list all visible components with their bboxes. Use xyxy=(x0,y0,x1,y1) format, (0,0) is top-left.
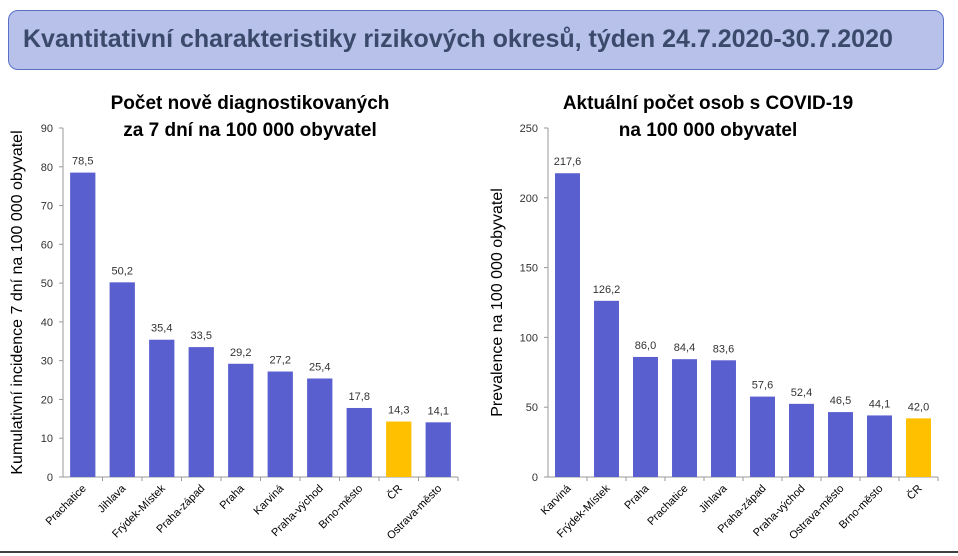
bar xyxy=(594,300,619,477)
bar xyxy=(149,339,175,477)
bottom-divider xyxy=(0,551,958,553)
bar xyxy=(867,415,892,477)
y-tick-label: 0 xyxy=(532,472,538,484)
x-tick-label: Praha xyxy=(622,482,652,512)
chart-prevalence-svg: Aktuální počet osob s COVID-19 na 100 000… xyxy=(489,93,939,542)
y-tick-label: 30 xyxy=(41,356,53,368)
chart-prevalence: Aktuální počet osob s COVID-19 na 100 000… xyxy=(480,82,950,547)
data-label: 126,2 xyxy=(593,284,621,296)
bar xyxy=(188,347,214,477)
data-label: 86,0 xyxy=(635,340,656,352)
bar xyxy=(109,282,135,477)
data-label: 217,6 xyxy=(554,156,582,168)
data-label: 84,4 xyxy=(674,342,695,354)
bar xyxy=(267,371,293,477)
y-axis-label: Prevalence na 100 000 obyvatel xyxy=(489,188,506,417)
y-tick-label: 20 xyxy=(41,394,53,406)
y-tick-label: 10 xyxy=(41,433,53,445)
data-label: 44,1 xyxy=(869,398,890,410)
x-tick-label: Jihlava xyxy=(697,482,730,515)
data-label: 57,6 xyxy=(752,380,773,392)
y-tick-label: 50 xyxy=(41,278,53,290)
y-tick-label: 250 xyxy=(520,123,538,135)
bar xyxy=(906,418,931,477)
y-tick-label: 100 xyxy=(520,332,538,344)
chart-title-line: za 7 dní na 100 000 obyvatel xyxy=(123,120,376,141)
data-label: 29,2 xyxy=(230,347,251,359)
data-label: 27,2 xyxy=(270,355,291,367)
chart-incidence: Počet nově diagnostikovaných za 7 dní na … xyxy=(0,82,470,547)
bar xyxy=(789,403,814,477)
bar xyxy=(633,356,658,477)
chart-title-line: na 100 000 obyvatel xyxy=(619,120,798,141)
data-label: 17,8 xyxy=(349,391,370,403)
y-tick-label: 80 xyxy=(41,162,53,174)
x-tick-label: Jihlava xyxy=(96,482,129,515)
y-tick-label: 50 xyxy=(526,402,538,414)
bar xyxy=(425,422,451,477)
x-tick-label: Prachatice xyxy=(645,483,690,528)
data-label: 14,1 xyxy=(428,405,449,417)
y-axis-label: Kumulativní incidence 7 dní na 100 000 o… xyxy=(9,130,26,474)
chart-incidence-svg: Počet nově diagnostikovaných za 7 dní na … xyxy=(9,93,459,542)
y-tick-label: 90 xyxy=(41,123,53,135)
x-tick-label: Karviná xyxy=(539,482,574,517)
bar xyxy=(672,359,697,477)
page-title: Kvantitativní charakteristiky rizikových… xyxy=(23,25,893,53)
y-tick-label: 60 xyxy=(41,239,53,251)
bar xyxy=(346,407,372,477)
bar xyxy=(307,378,333,477)
data-label: 46,5 xyxy=(830,395,851,407)
x-tick-label: Karviná xyxy=(252,482,287,517)
data-label: 50,2 xyxy=(112,265,133,277)
bar xyxy=(828,412,853,477)
y-tick-label: 70 xyxy=(41,201,53,213)
chart-title-line: Aktuální počet osob s COVID-19 xyxy=(563,93,853,114)
data-label: 78,5 xyxy=(72,156,93,168)
x-tick-label: ČR xyxy=(384,482,404,502)
bar xyxy=(386,421,412,477)
data-label: 83,6 xyxy=(713,343,734,355)
chart-title-line: Počet nově diagnostikovaných xyxy=(111,93,390,114)
data-label: 52,4 xyxy=(791,387,812,399)
title-banner: Kvantitativní charakteristiky rizikových… xyxy=(8,10,944,70)
y-tick-label: 150 xyxy=(520,263,538,275)
data-label: 25,4 xyxy=(309,362,330,374)
y-tick-label: 40 xyxy=(41,317,53,329)
bar xyxy=(711,360,736,477)
data-label: 35,4 xyxy=(151,323,172,335)
bar xyxy=(750,396,775,477)
bar xyxy=(555,173,580,477)
x-tick-label: Prachatice xyxy=(44,483,89,528)
data-label: 42,0 xyxy=(908,401,929,413)
x-tick-label: Praha xyxy=(218,482,248,512)
bar xyxy=(228,363,254,477)
bar xyxy=(70,172,96,477)
y-tick-label: 200 xyxy=(520,193,538,205)
y-tick-label: 0 xyxy=(47,472,53,484)
x-tick-label: ČR xyxy=(904,482,924,502)
data-label: 33,5 xyxy=(191,330,212,342)
data-label: 14,3 xyxy=(388,405,409,417)
